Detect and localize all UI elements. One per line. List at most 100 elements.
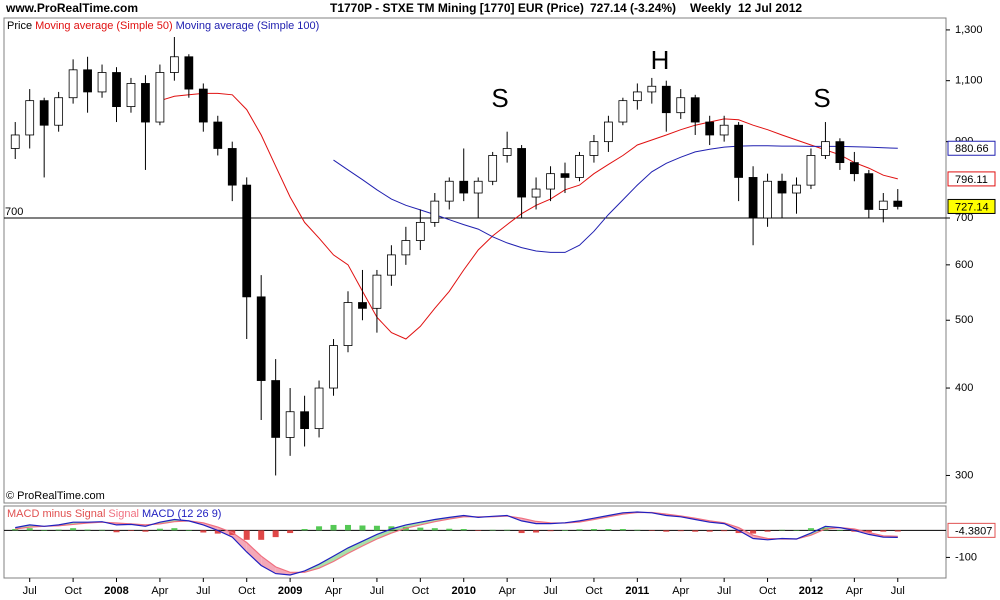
quote: 727.14 (-3.24%): [590, 1, 676, 15]
x-tick-label: 2010: [451, 585, 475, 597]
value-badge-label: 796.11: [955, 174, 988, 186]
candle-body: [705, 121, 715, 136]
candle-body: [618, 100, 628, 123]
candle-body: [97, 72, 107, 93]
candle-body: [575, 155, 584, 178]
histogram-bar: [113, 530, 120, 533]
histogram-bar: [475, 530, 482, 531]
x-tick-label: 2012: [799, 585, 823, 597]
x-tick-label: Apr: [846, 585, 863, 597]
histogram-bar: [504, 529, 511, 531]
candle-body: [126, 83, 136, 108]
candle-body: [676, 97, 686, 114]
histogram-bar: [127, 530, 134, 531]
candle-body: [387, 254, 396, 276]
candle-body: [314, 387, 324, 430]
y-tick-label: 300: [955, 469, 973, 481]
candle-body: [632, 91, 642, 102]
candle-body: [242, 184, 252, 298]
histogram-bar: [200, 530, 207, 533]
candle-body: [589, 141, 599, 156]
candle-body: [112, 72, 121, 108]
candle-body: [141, 83, 150, 123]
candle-body: [777, 180, 787, 194]
candle-body: [835, 141, 845, 164]
x-tick-label: Oct: [585, 585, 602, 597]
y-tick-label: 400: [955, 382, 973, 394]
histogram-bar: [692, 530, 699, 532]
candle-body: [358, 302, 367, 309]
histogram-bar: [84, 529, 91, 531]
x-tick-label: 2011: [625, 585, 649, 597]
x-tick-label: Jul: [23, 585, 37, 597]
macd-fill: [232, 532, 247, 552]
histogram-bar: [70, 528, 77, 531]
pattern-annotation: S: [491, 83, 508, 113]
macd-fill: [261, 556, 276, 574]
period: Weekly: [690, 1, 731, 15]
candle-body: [488, 155, 498, 182]
histogram-bar: [214, 530, 221, 534]
macd-fill: [290, 570, 305, 575]
candle-body: [68, 69, 78, 99]
histogram-bar: [359, 525, 366, 531]
y-tick-label: 600: [955, 259, 973, 271]
histogram-bar: [894, 530, 901, 532]
histogram-bar: [605, 529, 612, 531]
histogram-bar: [590, 529, 597, 531]
moving-average: [333, 145, 898, 253]
candle-body: [227, 148, 237, 186]
candle-body: [849, 162, 859, 175]
candle-body: [329, 345, 338, 389]
macd-fill: [347, 541, 363, 554]
x-tick-label: Oct: [759, 585, 776, 597]
candle-body: [83, 69, 92, 93]
histogram-bar: [316, 526, 323, 531]
macd-fill: [333, 547, 348, 562]
date: 12 Jul 2012: [738, 1, 802, 15]
candle-body: [546, 173, 555, 190]
candle-body: [517, 148, 526, 198]
histogram-bar: [663, 530, 670, 532]
y-tick-label: 500: [955, 314, 973, 326]
y-tick-label: 1,100: [955, 75, 983, 87]
histogram-bar: [26, 528, 33, 531]
histogram-bar: [171, 528, 178, 531]
value-badge-label: 880.66: [955, 143, 989, 155]
candle-body: [155, 72, 165, 123]
candle-body: [893, 200, 903, 207]
candle-body: [430, 200, 440, 223]
x-tick-label: Apr: [499, 585, 516, 597]
macd-fill: [246, 542, 262, 566]
candle-body: [198, 88, 208, 123]
candle-body: [531, 188, 541, 198]
x-tick-label: Jul: [717, 585, 731, 597]
legend-entry: MACD minus Signal: [7, 508, 105, 520]
macd-fill: [362, 534, 377, 547]
candle-body: [184, 56, 194, 90]
histogram-bar: [836, 530, 843, 531]
candle-body: [690, 97, 700, 123]
candle-body: [256, 296, 266, 381]
value-badge-label: -4.3807: [955, 525, 992, 537]
candle-body: [604, 121, 613, 143]
macd-line: [15, 511, 898, 573]
legend: Price Moving average (Simple 50) Moving av…: [7, 20, 319, 32]
value-badge: [947, 140, 996, 156]
legend-entry: MACD (12 26 9): [142, 508, 221, 520]
x-tick-label: Jul: [891, 585, 905, 597]
histogram-bar: [793, 530, 800, 531]
histogram-bar: [721, 530, 728, 532]
macd-line: [15, 511, 898, 576]
histogram-bar: [619, 529, 626, 531]
histogram-bar: [764, 530, 771, 532]
candle-body: [10, 134, 20, 149]
x-tick-label: Oct: [65, 585, 82, 597]
pattern-annotation: S: [813, 83, 830, 113]
histogram-bar: [648, 530, 655, 531]
histogram-bar: [330, 524, 337, 531]
candle-body: [343, 302, 353, 346]
moving-average: [159, 92, 898, 340]
histogram-bar: [865, 530, 872, 533]
